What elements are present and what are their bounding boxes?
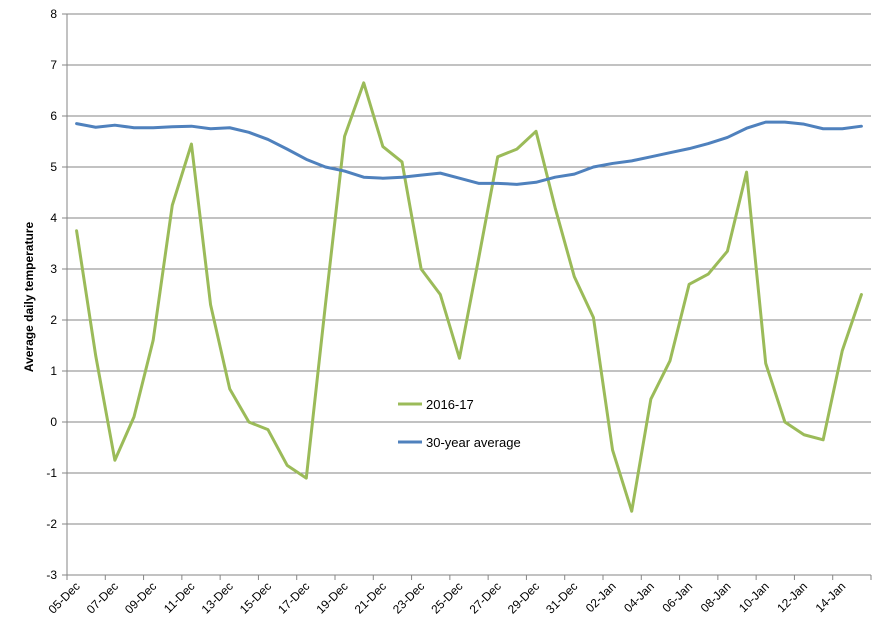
- series-lines: [75, 81, 863, 513]
- y-tick-label: 1: [50, 364, 57, 378]
- y-tick-label: 7: [50, 58, 57, 72]
- axes: [62, 13, 872, 580]
- legend: 2016-17 30-year average: [398, 397, 521, 450]
- y-tick-label: 0: [50, 415, 57, 429]
- y-tick-labels: -3 -2 -1 0 1 2 3 4 5 6 7 8: [46, 7, 57, 582]
- y-axis-title: Average daily temperature: [22, 222, 36, 373]
- y-tick-label: 3: [50, 262, 57, 276]
- y-tick-label: 5: [50, 160, 57, 174]
- y-tick-label: 6: [50, 109, 57, 123]
- legend-label: 2016-17: [426, 397, 474, 412]
- y-tick-label: 8: [50, 7, 57, 21]
- y-tick-label: 2: [50, 313, 57, 327]
- legend-label: 30-year average: [426, 435, 521, 450]
- y-tick-label: -2: [46, 517, 57, 531]
- y-tick-label: -3: [46, 568, 57, 582]
- y-tick-label: 4: [50, 211, 57, 225]
- y-tick-label: -1: [46, 466, 57, 480]
- series-line-30-year-average: [75, 120, 863, 186]
- series-line-2016-17: [75, 81, 863, 513]
